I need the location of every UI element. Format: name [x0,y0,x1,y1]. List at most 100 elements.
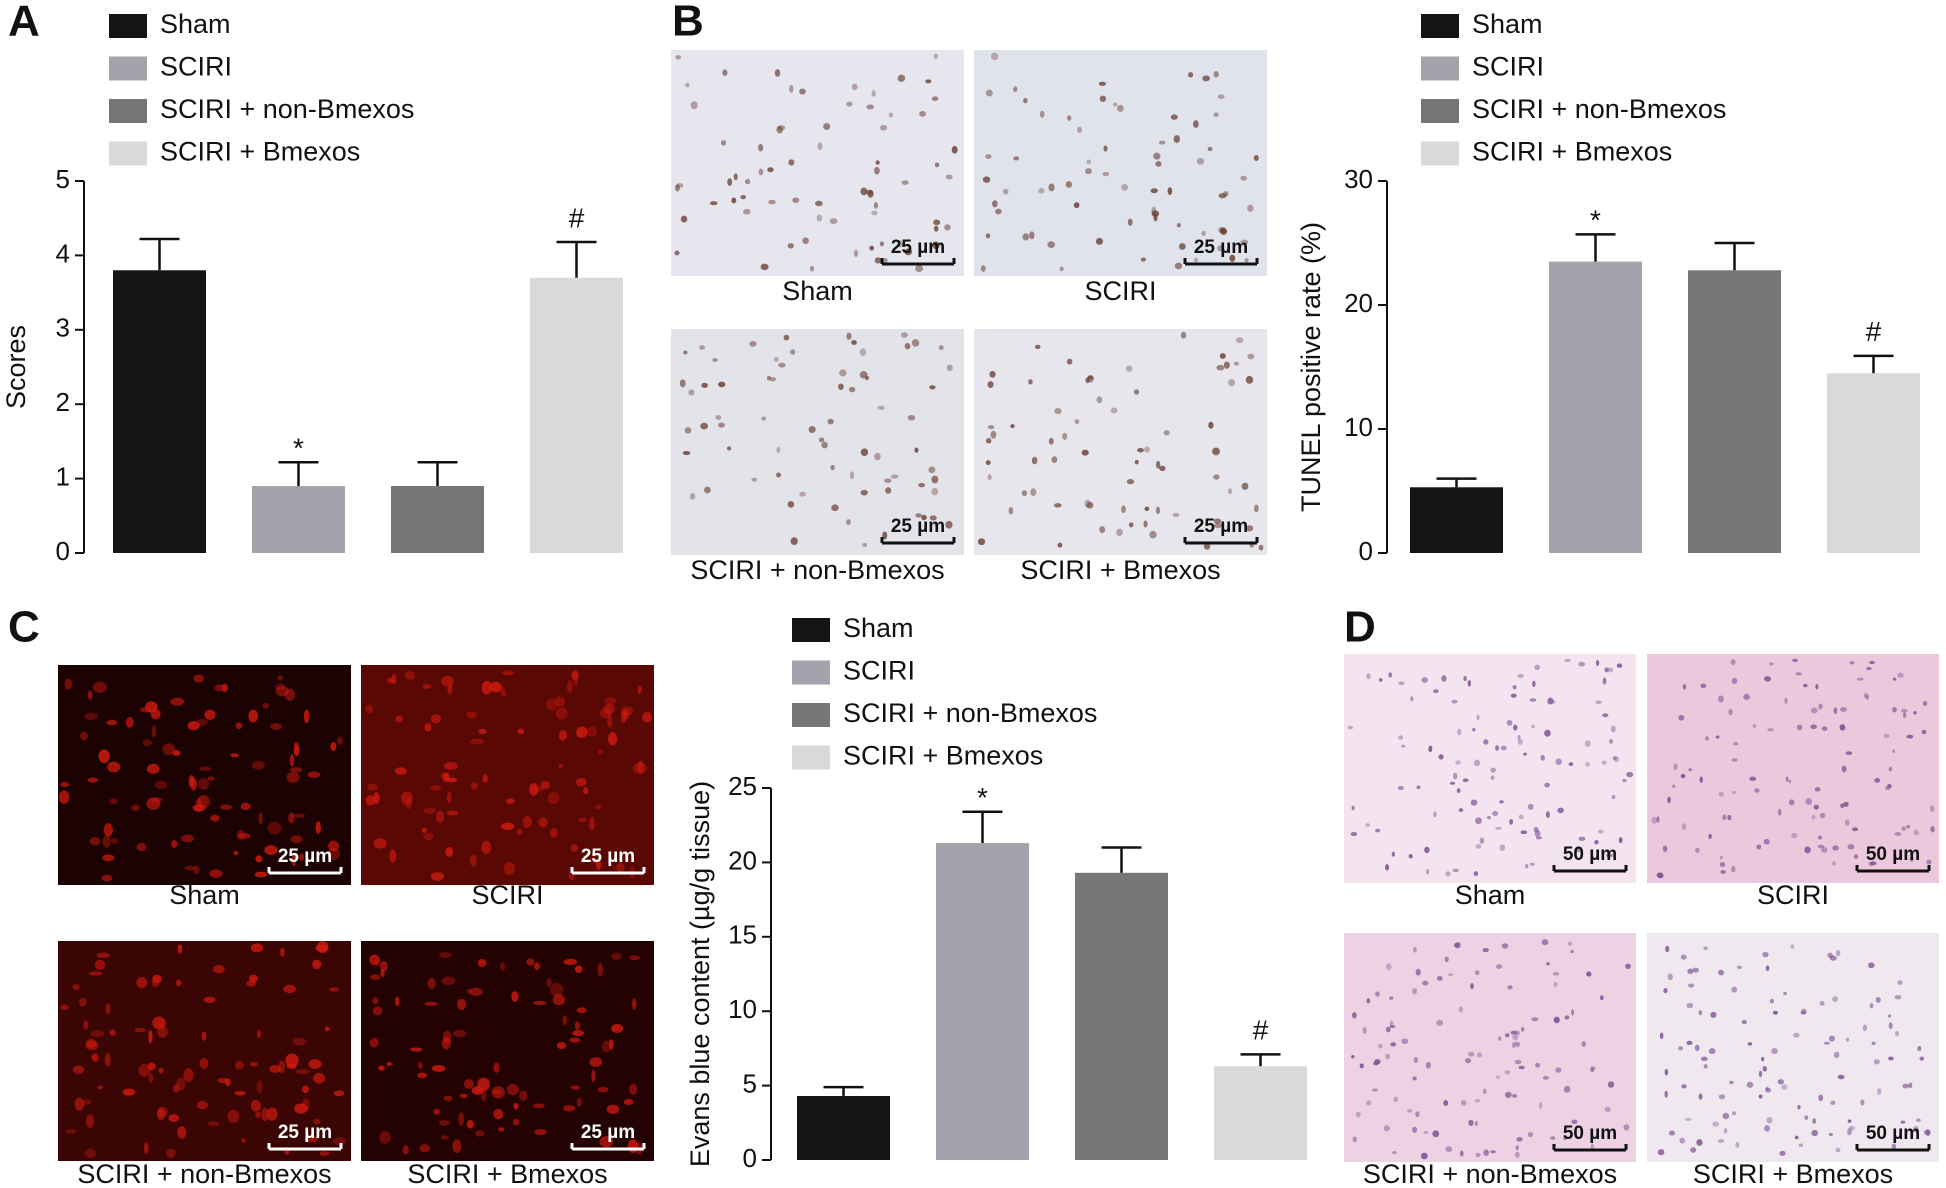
cell [1821,726,1828,731]
cell [1656,872,1664,878]
cell [1449,781,1456,785]
cell [1828,1035,1835,1042]
cell [1715,735,1720,739]
micrograph: 50 µm [1647,654,1939,883]
cell [319,1151,330,1156]
cell [1836,949,1841,957]
cell [1470,799,1478,806]
cell [1761,1056,1765,1062]
cell [1474,1120,1478,1127]
cell [1712,1121,1719,1127]
cell [1731,865,1736,873]
cell [1845,751,1853,756]
cell [760,263,769,271]
cell [1193,120,1199,128]
cell [1447,973,1454,977]
cell [1868,962,1875,969]
cell [871,210,878,216]
cell [1475,1152,1481,1158]
significance-mark: * [977,782,988,813]
cell [821,441,828,449]
bar [1075,872,1168,1160]
cell [1817,844,1825,849]
cell [1699,776,1703,783]
cell [423,832,434,841]
cell [1459,1150,1464,1157]
cell [1389,1020,1394,1027]
micrograph-caption: Sham [169,880,240,910]
cell [1084,168,1092,175]
cell [1121,184,1129,191]
cell [1456,788,1461,794]
cell [1804,846,1811,854]
cell [726,446,732,451]
cell [989,370,996,378]
cell [1803,683,1808,688]
cell [1077,126,1082,134]
cell [328,840,339,852]
cell [1564,1015,1570,1020]
cell [1483,739,1489,745]
cell [911,339,920,347]
cell [1902,712,1907,719]
cell [1708,833,1712,840]
cell [97,1085,103,1090]
cell [1735,1141,1740,1149]
cell [1917,1046,1922,1052]
micrograph-caption: Sham [1455,880,1526,910]
cell [122,1088,136,1096]
cell [1692,967,1699,973]
cell [1873,1059,1880,1065]
cell [1213,518,1222,524]
cell [900,332,908,338]
cell [1841,765,1847,773]
legend-swatch [1421,99,1459,123]
cell [1727,814,1732,821]
bar [530,277,623,553]
cell [1717,1139,1725,1143]
cell [1351,1012,1357,1019]
cell [256,1030,261,1039]
y-tick-label: 4 [56,238,70,268]
y-tick-label: 20 [728,845,757,875]
cell [977,538,986,546]
cell [81,1099,92,1105]
y-tick-label: 1 [56,461,70,491]
cell [307,771,320,778]
cell [506,1083,520,1096]
cell [1665,945,1670,953]
cell [452,1139,462,1154]
cell [177,944,183,954]
cell [512,1118,520,1126]
cell [699,345,706,350]
cell [1213,474,1220,480]
cell [849,471,855,480]
legend-label: SCIRI + Bmexos [160,137,360,167]
cell [1854,854,1859,859]
cell [1552,971,1560,976]
micrograph-image [671,329,964,555]
cell [1539,1102,1543,1109]
cell [1495,745,1500,751]
cell [109,1029,116,1036]
cell [372,997,379,1005]
cell [1662,845,1668,852]
cell [558,764,563,769]
cell [1030,488,1037,497]
cell [379,1130,391,1145]
micrograph-caption: SCIRI + non-Bmexos [690,555,944,585]
cell [375,959,381,967]
cell [302,1098,310,1111]
cell [1433,811,1437,818]
cell [1719,855,1723,860]
cell [1213,112,1219,117]
cell [783,334,790,341]
cell [591,1068,596,1083]
cell [1351,805,1355,811]
cell [1719,861,1726,867]
legend-label: Sham [1472,9,1543,39]
cell [84,712,98,721]
cell [285,1053,299,1068]
cell [1121,505,1126,513]
cell [611,1023,624,1033]
